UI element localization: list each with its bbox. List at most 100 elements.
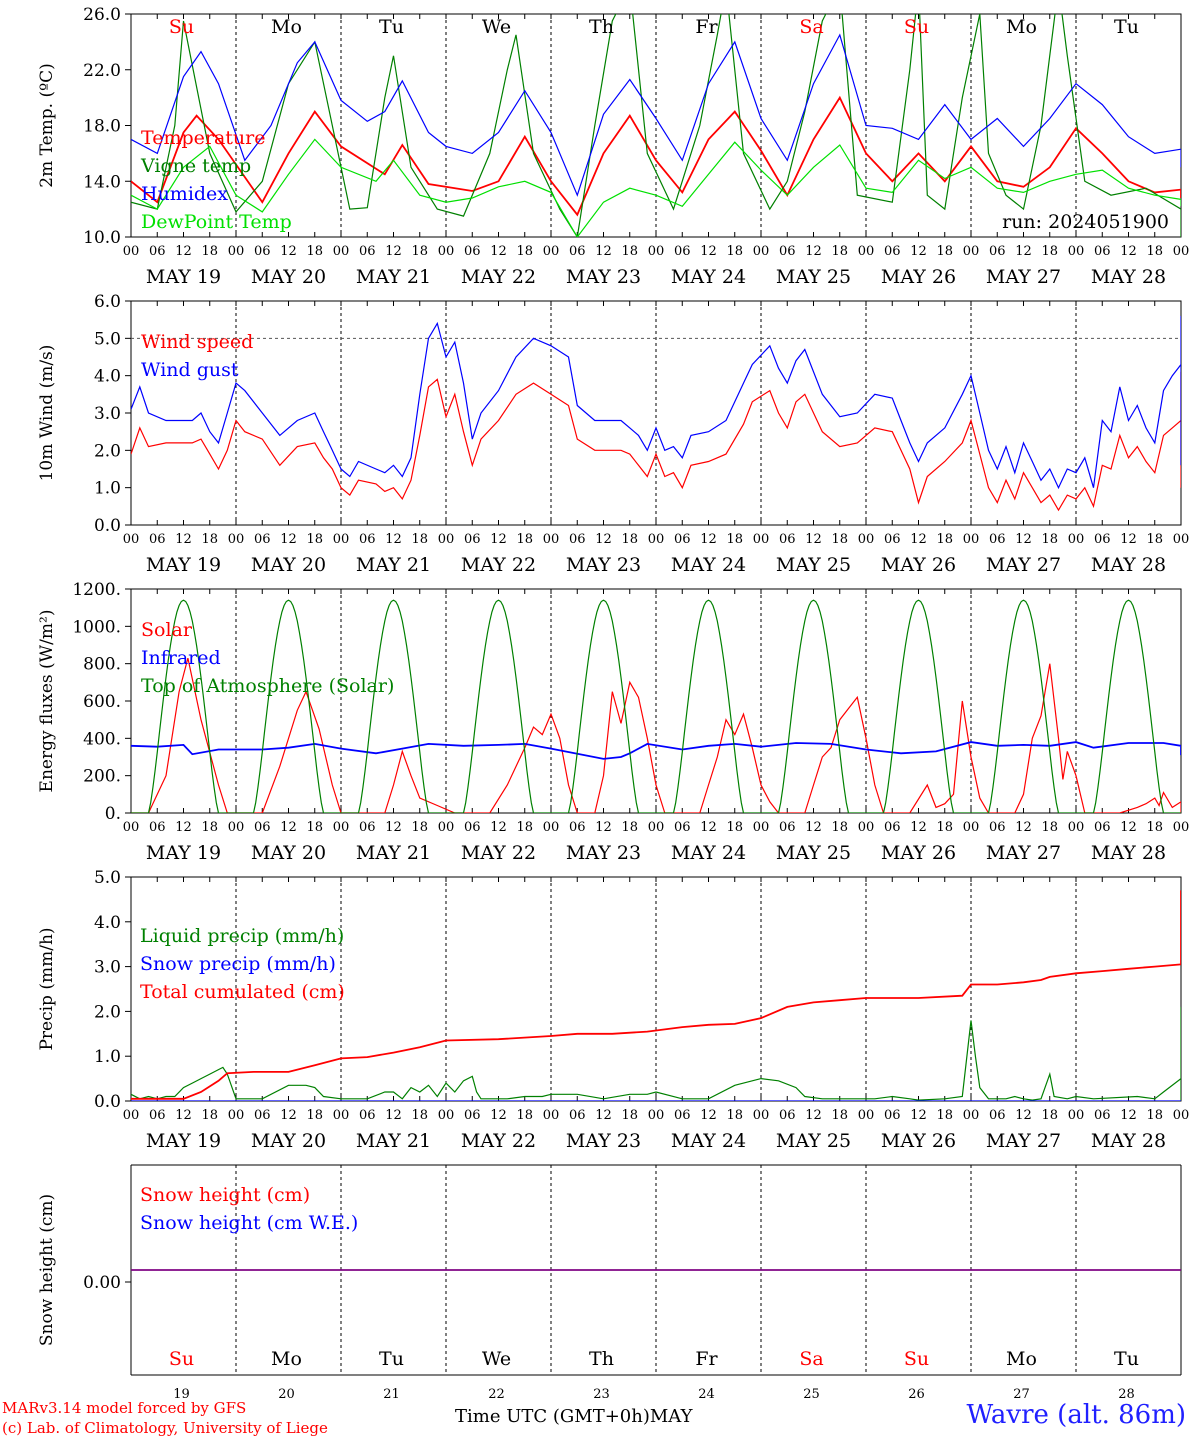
hour-label: 18 [621,532,638,547]
hour-label: 12 [280,244,297,259]
hour-label: 06 [1094,532,1111,547]
date-label: MAY 24 [671,266,746,288]
station-name: Wavre (alt. 86m) [966,1400,1186,1430]
hour-label: 18 [1041,532,1058,547]
hour-label: 12 [595,532,612,547]
hour-label: 00 [123,820,140,835]
date-label: MAY 22 [461,554,536,576]
hour-label: 12 [805,1108,822,1123]
y-tick-label: 3.0 [94,958,121,978]
date-label: MAY 19 [146,554,221,576]
legend-entry: Total cumulated (cm) [140,981,345,1003]
day-name-bottom: Th [589,1348,614,1370]
date-label: MAY 23 [566,1130,641,1152]
hour-label: 12 [910,244,927,259]
hour-label: 06 [359,820,376,835]
date-label: MAY 28 [1091,1130,1166,1152]
hour-label: 12 [700,820,717,835]
hour-label: 12 [490,532,507,547]
date-label: MAY 22 [461,842,536,864]
y-tick-label: 800. [83,655,121,675]
hour-label: 18 [306,820,323,835]
date-label: MAY 20 [251,554,326,576]
hour-label: 18 [831,244,848,259]
hour-label: 06 [674,820,691,835]
hour-label: 00 [963,1108,980,1123]
hour-label: 00 [333,820,350,835]
date-label: MAY 21 [356,1130,431,1152]
series-line-dewpoint-temp [131,138,1181,237]
hour-label: 00 [753,532,770,547]
hour-label: 00 [963,532,980,547]
hour-label: 00 [543,244,560,259]
hour-label: 00 [438,532,455,547]
hour-label: 00 [123,244,140,259]
date-label: MAY 27 [986,266,1061,288]
hour-label: 06 [149,532,166,547]
hour-label: 06 [1094,820,1111,835]
hour-label: 00 [858,532,875,547]
hour-label: 12 [700,1108,717,1123]
hour-label: 12 [385,532,402,547]
day-number: 20 [278,1387,295,1402]
hour-label: 18 [411,532,428,547]
hour-label: 00 [858,1108,875,1123]
hour-label: 00 [1068,244,1085,259]
day-name-top: Sa [799,16,823,38]
y-tick-label: 10.0 [83,228,121,248]
hour-label: 06 [149,820,166,835]
hour-label: 18 [936,244,953,259]
hour-label: 00 [543,532,560,547]
hour-label: 06 [884,244,901,259]
y-axis-label: Snow height (cm) [37,1194,57,1346]
hour-label: 06 [569,820,586,835]
series-line-vigne-temp [131,14,1181,237]
hour-label: 06 [464,532,481,547]
hour-label: 06 [254,820,271,835]
day-number: 28 [1118,1387,1135,1402]
legend-entry: Solar [141,619,193,641]
y-tick-label: 0. [105,804,121,824]
hour-label: 18 [621,820,638,835]
hour-label: 00 [543,1108,560,1123]
hour-label: 18 [831,820,848,835]
hour-label: 18 [1146,820,1163,835]
hour-label: 12 [1015,1108,1032,1123]
day-name-bottom: Mo [1006,1348,1037,1370]
y-tick-label: 0.0 [94,1092,121,1112]
day-name-bottom: Su [904,1348,929,1370]
hour-label: 00 [228,532,245,547]
hour-label: 12 [175,820,192,835]
hour-label: 00 [333,1108,350,1123]
hour-label: 00 [648,1108,665,1123]
day-name-bottom: Sa [799,1348,823,1370]
hour-label: 06 [464,1108,481,1123]
hour-label: 18 [1146,532,1163,547]
hour-label: 12 [1120,1108,1137,1123]
hour-label: 00 [228,820,245,835]
series-line-liquid-precip-mm-h- [131,1006,1181,1101]
y-tick-label: 5.0 [94,329,121,349]
hour-label: 18 [831,532,848,547]
y-tick-label: 18.0 [83,117,121,137]
hour-label: 12 [280,532,297,547]
day-number: 26 [908,1387,925,1402]
y-tick-label: 14.0 [83,172,121,192]
hour-label: 18 [516,532,533,547]
hour-label: 06 [254,532,271,547]
hour-label: 06 [674,244,691,259]
hour-label: 06 [989,244,1006,259]
hour-label: 06 [569,1108,586,1123]
hour-label: 18 [726,1108,743,1123]
hour-label: 12 [1015,820,1032,835]
hour-label: 12 [910,1108,927,1123]
day-number: 27 [1013,1387,1030,1402]
hour-label: 00 [228,244,245,259]
legend-entry: Snow height (cm W.E.) [140,1212,358,1234]
hour-label: 18 [1041,820,1058,835]
legend-entry: Wind speed [141,331,253,353]
hour-label: 12 [595,820,612,835]
y-axis-label: 2m Temp. (ºC) [37,63,57,188]
day-number: 24 [698,1387,715,1402]
date-label: MAY 23 [566,266,641,288]
